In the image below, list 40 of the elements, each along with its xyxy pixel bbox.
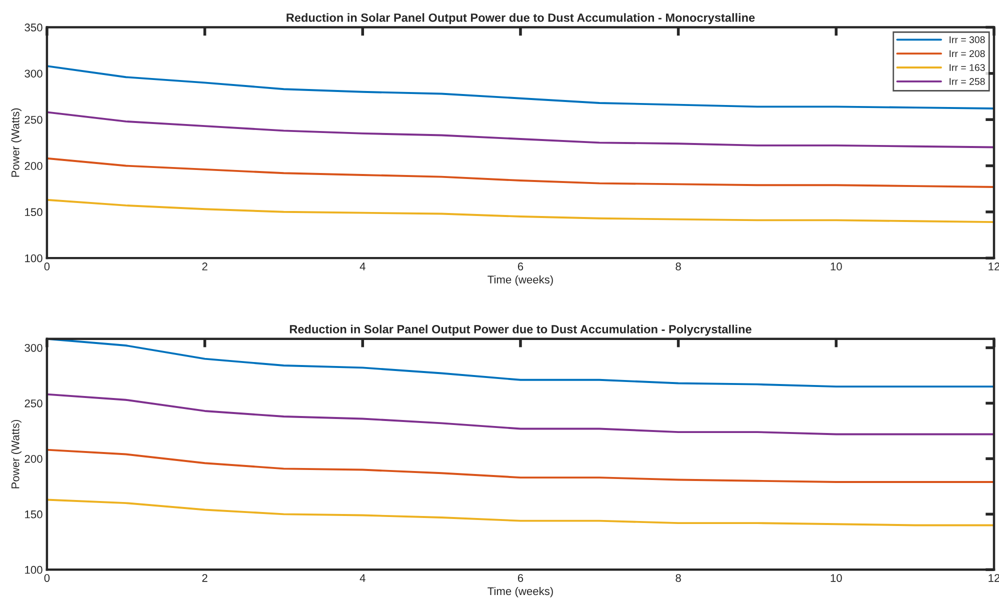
x-axis-title: Time (weeks) (488, 586, 553, 598)
x-tick-label: 8 (676, 574, 681, 582)
x-tick-label: 10 (830, 574, 842, 582)
chart-title: Reduction in Solar Panel Output Power due to Dust Accumulation - Monocrystalline (286, 13, 755, 24)
line-series (46, 111, 994, 148)
y-tick-label: 300 (24, 344, 42, 352)
y-tick-label: 100 (25, 254, 42, 262)
legend-label: Irr = 208 (950, 50, 985, 58)
x-tick-label: 2 (202, 262, 208, 270)
line-series (46, 198, 994, 224)
line-series (46, 65, 994, 110)
y-tick-label: 150 (25, 510, 42, 518)
x-tick-label: 0 (44, 574, 50, 582)
x-tick-label: 6 (518, 574, 524, 582)
y-tick-label: 150 (25, 208, 42, 216)
line-series (46, 498, 994, 526)
x-tick-label: 6 (518, 262, 524, 270)
y-tick-label: 200 (24, 162, 42, 170)
x-tick-label: 8 (676, 262, 681, 270)
y-tick-label: 350 (24, 24, 42, 32)
y-tick-label: 250 (24, 116, 42, 124)
x-axis-title: Time (weeks) (488, 275, 553, 286)
x-tick-label: 4 (360, 574, 366, 582)
y-axis-title: Power (Watts) (11, 108, 22, 177)
chart-title: Reduction in Solar Panel Output Power due to Dust Accumulation - Polycrystalline (290, 324, 752, 336)
legend-label: Irr = 308 (950, 36, 985, 44)
y-tick-label: 200 (24, 454, 42, 463)
line-series (46, 157, 994, 188)
line-series (46, 448, 994, 483)
legend-label: Irr = 163 (950, 64, 985, 72)
x-tick-label: 2 (202, 574, 208, 582)
x-tick-label: 10 (830, 262, 842, 270)
x-tick-label: 4 (360, 262, 366, 270)
y-tick-label: 300 (24, 70, 42, 78)
x-tick-label: 0 (44, 262, 50, 270)
legend-label: Irr = 258 (950, 78, 985, 85)
line-series (46, 393, 994, 436)
y-axis-title: Power (Watts) (11, 420, 22, 488)
y-tick-label: 250 (24, 399, 42, 408)
y-tick-label: 100 (25, 566, 42, 574)
